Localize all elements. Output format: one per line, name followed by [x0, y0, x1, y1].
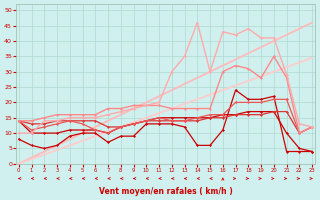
- X-axis label: Vent moyen/en rafales ( km/h ): Vent moyen/en rafales ( km/h ): [99, 187, 232, 196]
